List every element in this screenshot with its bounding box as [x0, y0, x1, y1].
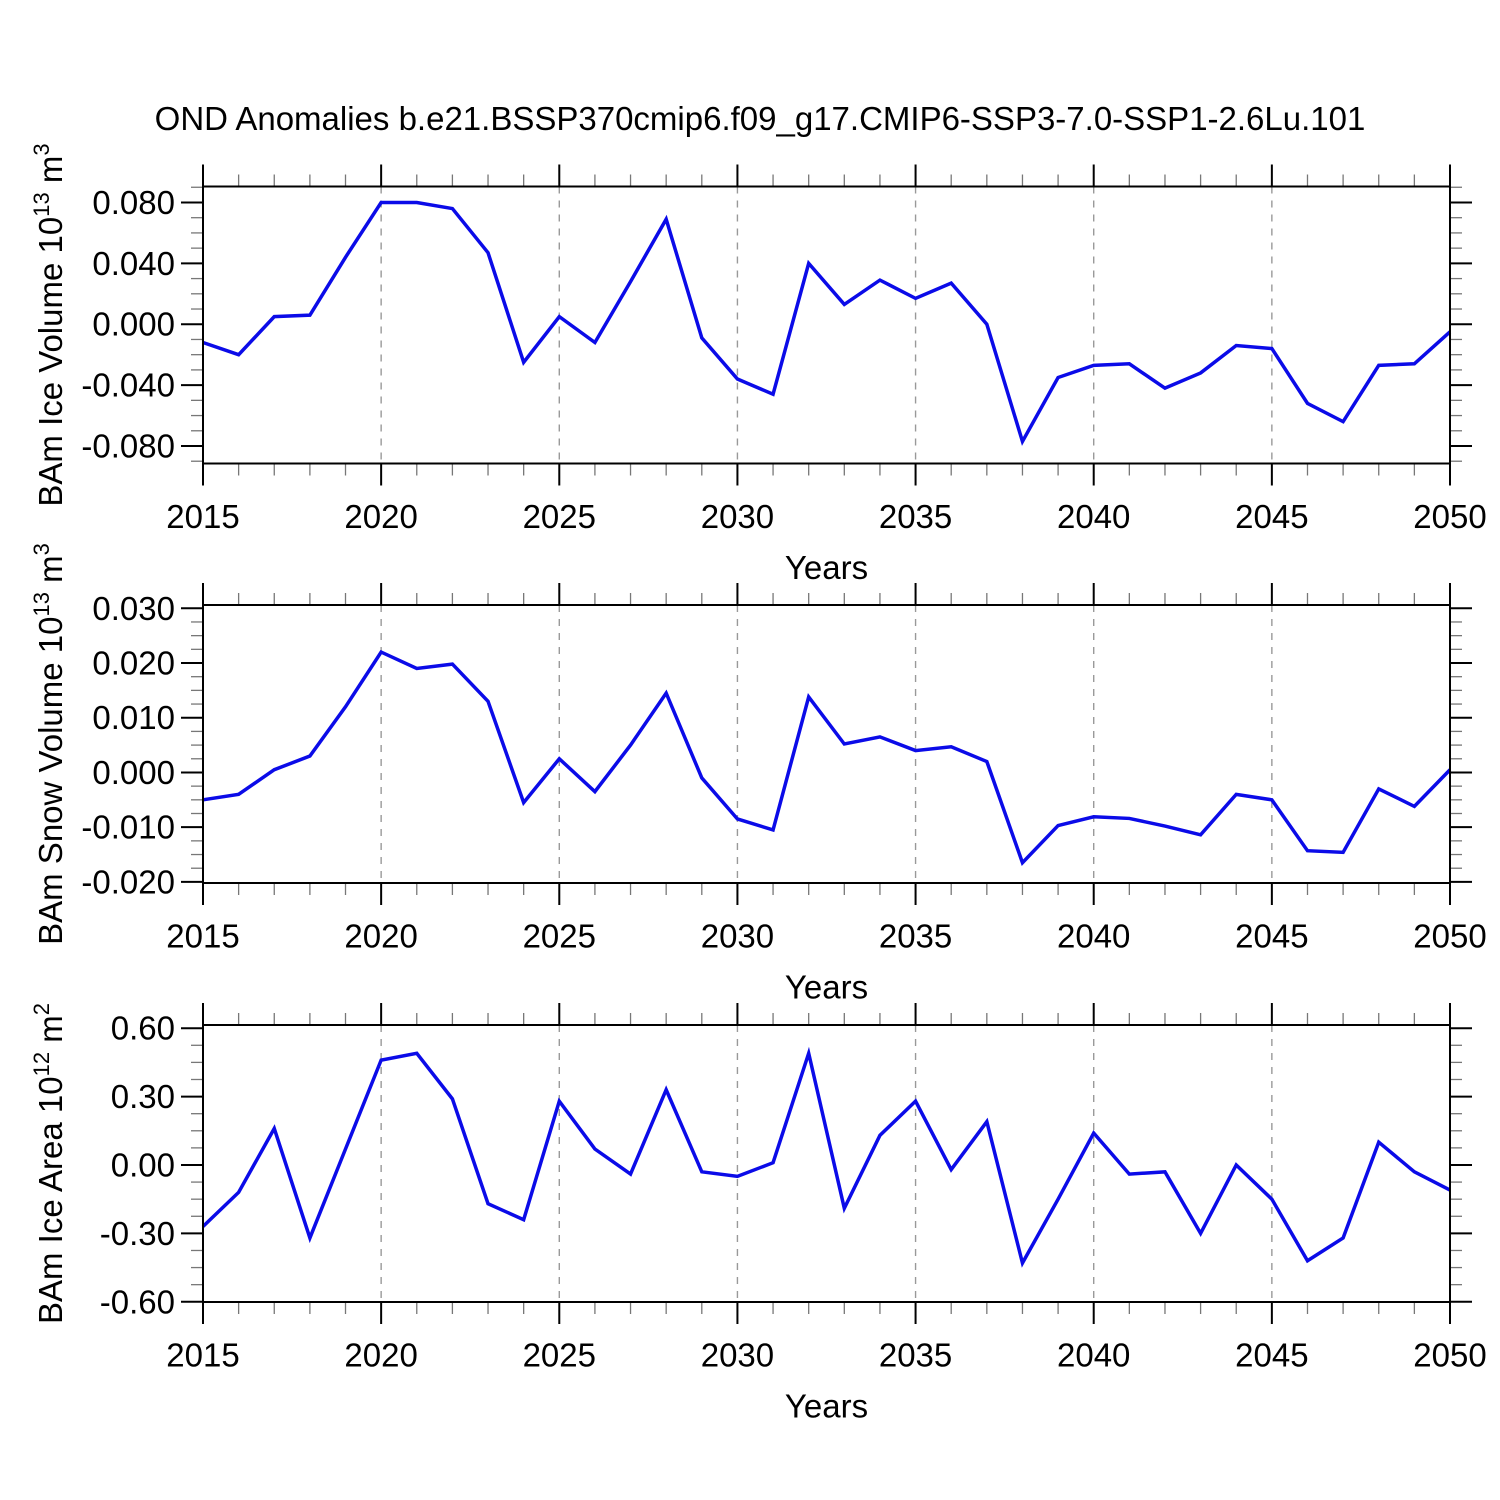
y-tick-label: 0.010 [92, 699, 175, 736]
x-ticks [202, 1003, 1451, 1324]
x-tick-label: 2030 [701, 498, 774, 535]
x-tick-label: 2050 [1413, 498, 1486, 535]
y-tick-label: 0.040 [92, 245, 175, 282]
y-tick-label: 0.030 [92, 590, 175, 627]
y-tick-label: 0.000 [92, 754, 175, 791]
x-tick-label: 2035 [879, 1337, 952, 1374]
x-tick-labels: 2015 2020 2025 2030 2035 2040 2045 2050 [166, 1337, 1486, 1374]
y-ticks [181, 186, 1472, 462]
x-axis-title: Years [785, 549, 868, 586]
y-tick-label: -0.040 [81, 367, 175, 404]
series-line-ice-area [201, 1046, 1451, 1268]
x-tick-label: 2035 [879, 498, 952, 535]
y-tick-label: 0.60 [111, 1010, 175, 1047]
x-tick-label: 2015 [166, 1337, 239, 1374]
y-tick-label: 0.00 [111, 1146, 175, 1183]
x-tick-label: 2025 [523, 918, 596, 955]
y-tick-label: -0.30 [100, 1215, 175, 1252]
series-line-ice-volume [202, 200, 1452, 446]
x-tick-label: 2040 [1057, 1337, 1130, 1374]
x-tick-label: 2050 [1413, 918, 1486, 955]
x-tick-label: 2050 [1413, 1337, 1486, 1374]
y-tick-label: -0.010 [81, 809, 175, 846]
x-ticks [202, 583, 1451, 905]
x-tick-label: 2045 [1235, 498, 1308, 535]
y-tick-label: 0.000 [92, 306, 175, 343]
gridlines [380, 1025, 1273, 1302]
x-tick-label: 2020 [344, 918, 417, 955]
series-line-snow-volume [202, 649, 1452, 867]
y-axis-title-ice-area: BAm Ice Area 1012 m2 [29, 1003, 69, 1324]
x-tick-label: 2025 [523, 1337, 596, 1374]
y-ticks [181, 1027, 1472, 1303]
y-tick-labels: 0.60 0.30 0.00 -0.30 -0.60 [100, 1010, 175, 1321]
y-tick-label: -0.60 [100, 1283, 175, 1320]
plot-border [202, 185, 1451, 465]
y-axis-title-ice-volume: BAm Ice Volume 1013 m3 [29, 143, 69, 506]
x-tick-label: 2020 [344, 1337, 417, 1374]
panel-snow-volume: 0.030 0.020 0.010 0.000 -0.010 -0.020 2015 2020… [29, 543, 1487, 1005]
y-tick-label: -0.080 [81, 428, 175, 465]
x-tick-labels: 2015 2020 2025 2030 2035 2040 2045 2050 [166, 498, 1486, 535]
x-tick-label: 2040 [1057, 498, 1130, 535]
y-tick-labels: 0.080 0.040 0.000 -0.040 -0.080 [81, 184, 175, 465]
y-tick-label: 0.020 [92, 645, 175, 682]
x-axis-title: Years [785, 969, 868, 1006]
y-tick-label: 0.080 [92, 184, 175, 221]
x-tick-label: 2040 [1057, 918, 1130, 955]
x-tick-label: 2025 [523, 498, 596, 535]
y-ticks [181, 607, 1472, 883]
x-tick-label: 2045 [1235, 1337, 1308, 1374]
x-tick-label: 2035 [879, 918, 952, 955]
plot-border [202, 604, 1451, 884]
y-tick-label: 0.30 [111, 1078, 175, 1115]
x-tick-label: 2030 [701, 1337, 774, 1374]
x-tick-labels: 2015 2020 2025 2030 2035 2040 2045 2050 [166, 918, 1486, 955]
x-tick-label: 2030 [701, 918, 774, 955]
y-axis-title-snow-volume: BAm Snow Volume 1013 m3 [29, 543, 69, 945]
x-tick-label: 2045 [1235, 918, 1308, 955]
y-tick-labels: 0.030 0.020 0.010 0.000 -0.010 -0.020 [81, 590, 175, 901]
x-ticks [202, 164, 1451, 486]
figure-title: OND Anomalies b.e21.BSSP370cmip6.f09_g17… [155, 100, 1366, 137]
x-tick-label: 2015 [166, 918, 239, 955]
x-axis-title: Years [785, 1388, 868, 1425]
y-tick-label: -0.020 [81, 863, 175, 900]
x-tick-label: 2020 [344, 498, 417, 535]
plot-border [202, 1024, 1451, 1303]
gridlines [380, 186, 1273, 464]
x-tick-label: 2015 [166, 498, 239, 535]
